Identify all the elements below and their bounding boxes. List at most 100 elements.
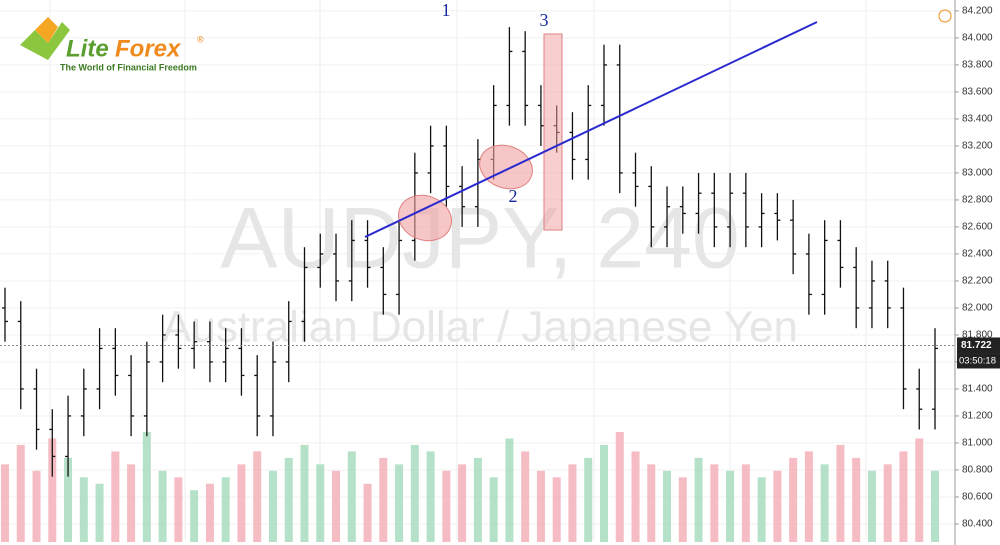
volume-bar — [931, 470, 939, 542]
volume-bar — [316, 464, 325, 542]
volume-bar — [584, 457, 593, 542]
y-tick-label: 80.600 — [962, 492, 993, 503]
volume-bar — [521, 451, 530, 542]
watermark-subtitle: Australian Dollar / Japanese Yen — [162, 303, 798, 352]
volume-bar — [205, 483, 214, 542]
y-tick-label: 82.000 — [962, 303, 993, 314]
highlight-ellipse — [479, 144, 533, 190]
y-tick-label: 81.000 — [962, 438, 993, 449]
volume-bar — [647, 464, 656, 542]
volume-bar — [442, 470, 451, 542]
volume-bar — [332, 470, 341, 542]
price-layer — [2, 27, 938, 477]
volume-bar — [426, 451, 435, 542]
volume-layer — [1, 432, 939, 542]
volume-bar — [867, 470, 876, 542]
y-tick-label: 81.400 — [962, 384, 993, 395]
volume-bar — [536, 470, 545, 542]
volume-bar — [804, 451, 813, 542]
volume-bar — [347, 451, 356, 542]
y-tick-label: 84.000 — [962, 33, 993, 44]
volume-bar — [473, 457, 482, 542]
volume-bar — [757, 477, 766, 542]
volume-bar — [16, 444, 25, 542]
volume-bar — [158, 470, 167, 542]
volume-bar — [142, 432, 151, 542]
volume-bar — [710, 464, 719, 542]
y-tick-label: 80.400 — [962, 519, 993, 530]
volume-bar — [899, 451, 908, 542]
volume-bar — [836, 444, 845, 542]
watermark: AUDJPY, 240 — [220, 191, 740, 287]
volume-bar — [111, 451, 120, 542]
volume-bar — [568, 464, 577, 542]
logo-mark — [35, 17, 58, 43]
volume-bar — [663, 470, 672, 542]
volume-bar — [174, 477, 183, 542]
volume-bar — [190, 490, 199, 542]
volume-bar — [284, 457, 293, 542]
logo-mark — [20, 22, 70, 60]
alert-icon[interactable] — [938, 9, 952, 23]
y-tick-label: 80.800 — [962, 465, 993, 476]
last-price-label: 81.722 — [961, 340, 992, 351]
volume-bar — [300, 444, 309, 542]
y-tick-label: 83.400 — [962, 114, 993, 125]
y-tick-label: 83.600 — [962, 87, 993, 98]
volume-bar — [615, 432, 624, 542]
y-tick-label: 83.200 — [962, 141, 993, 152]
volume-bar — [379, 457, 388, 542]
y-tick-label: 83.800 — [962, 60, 993, 71]
volume-bar — [410, 444, 419, 542]
timer-label: 03:50:18 — [959, 355, 996, 366]
volume-bar — [95, 483, 104, 542]
volume-bar — [883, 464, 892, 542]
volume-bar — [253, 451, 262, 542]
volume-bar — [631, 451, 640, 542]
price-axis: 80.40080.60080.80081.00081.20081.40081.6… — [0, 6, 1000, 530]
volume-bar — [852, 457, 861, 542]
volume-bar — [741, 464, 750, 542]
volume-bar — [127, 464, 136, 542]
volume-bar — [773, 470, 782, 542]
y-tick-label: 82.400 — [962, 249, 993, 260]
wave-label: 3 — [540, 10, 549, 30]
volume-bar — [363, 483, 372, 542]
y-tick-label: 82.200 — [962, 276, 993, 287]
volume-bar — [48, 438, 57, 542]
volume-bar — [915, 438, 924, 542]
volume-bar — [237, 464, 246, 542]
y-tick-label: 81.800 — [962, 330, 993, 341]
logo-text: Lite — [66, 35, 109, 62]
wave-label: 2 — [509, 186, 518, 206]
volume-bar — [395, 464, 404, 542]
y-tick-label: 84.200 — [962, 6, 993, 17]
wave-label: 1 — [442, 0, 451, 20]
volume-bar — [678, 477, 687, 542]
volume-bar — [694, 457, 703, 542]
logo-text: Forex — [115, 35, 182, 62]
volume-bar — [221, 477, 230, 542]
y-tick-label: 82.600 — [962, 222, 993, 233]
timer-box — [957, 353, 1000, 369]
y-tick-label: 82.800 — [962, 195, 993, 206]
volume-bar — [64, 457, 73, 542]
volume-bar — [726, 470, 735, 542]
last-price-box — [957, 337, 1000, 354]
volume-bar — [820, 464, 829, 542]
logo-registered: ® — [197, 34, 204, 44]
volume-bar — [32, 470, 41, 542]
volume-bar — [268, 470, 277, 542]
volume-bar — [489, 477, 498, 542]
logo: Lite Forex ® The World of Financial Free… — [20, 17, 204, 72]
y-tick-label: 83.000 — [962, 168, 993, 179]
highlight-ellipse — [398, 194, 452, 242]
volume-bar — [458, 464, 467, 542]
highlight-rect — [543, 33, 563, 231]
y-tick-label: 81.200 — [962, 411, 993, 422]
logo-tagline: The World of Financial Freedom — [60, 62, 197, 72]
volume-bar — [505, 438, 514, 542]
volume-bar — [79, 477, 88, 542]
